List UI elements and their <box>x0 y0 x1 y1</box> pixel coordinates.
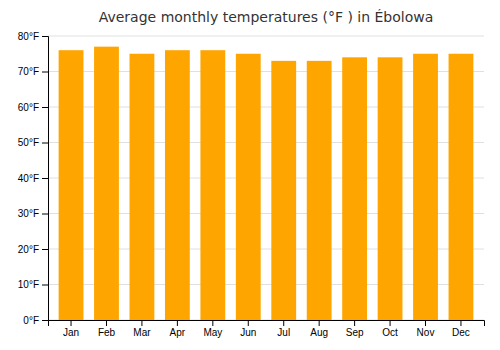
y-tick-label: 80°F <box>18 31 39 42</box>
x-tick-mark <box>354 320 355 326</box>
x-tick-label: Jul <box>277 327 290 338</box>
x-tick: Apr <box>170 320 186 338</box>
x-tick-label: Jan <box>63 327 79 338</box>
x-tick-label: Nov <box>417 327 435 338</box>
y-tick-label: 0°F <box>23 315 39 326</box>
x-tick-mark <box>460 320 461 326</box>
bar <box>449 54 474 320</box>
x-tick: May <box>203 320 222 338</box>
y-tick-mark <box>42 285 48 286</box>
x-tick-label: Feb <box>98 327 116 338</box>
x-tick-mark <box>71 320 72 326</box>
bar <box>413 54 438 320</box>
x-tick-label: May <box>203 327 222 338</box>
y-tick-mark <box>42 107 48 108</box>
bar <box>94 47 119 320</box>
x-tick: Aug <box>310 320 328 338</box>
y-tick-label: 70°F <box>18 66 39 77</box>
x-tick: Dec <box>452 320 470 338</box>
title: Average monthly temperatures (°F ) in Éb… <box>99 9 434 25</box>
x-axis-line <box>49 321 485 327</box>
chart-container: 0°F 10°F 20°F 30°F 40°F 50°F 60°F 70°F 80°F Jan Fe… <box>0 0 500 350</box>
y-tick-label: 30°F <box>18 208 39 219</box>
bar <box>342 57 367 320</box>
y-tick: 70°F <box>18 66 48 77</box>
x-tick-mark <box>248 320 249 326</box>
x-tick-mark <box>425 320 426 326</box>
y-tick-mark <box>42 36 48 37</box>
x-tick: Sep <box>346 320 364 338</box>
bar <box>378 57 403 320</box>
x-tick: Jan <box>63 320 79 338</box>
y-tick-mark <box>42 143 48 144</box>
x-tick-mark <box>141 320 142 326</box>
bars <box>59 47 474 320</box>
y-tick-label: 40°F <box>18 173 39 184</box>
x-tick-label: Sep <box>346 327 364 338</box>
x-tick-label: Jun <box>240 327 256 338</box>
y-axis: 0°F 10°F 20°F 30°F 40°F 50°F 60°F 70°F 80°F <box>18 31 49 326</box>
bar <box>200 50 225 320</box>
bar <box>130 54 155 320</box>
bar <box>165 50 190 320</box>
y-tick: 80°F <box>18 31 48 42</box>
x-tick-mark <box>319 320 320 326</box>
x-tick-label: Mar <box>133 327 151 338</box>
y-tick: 30°F <box>18 208 48 219</box>
x-tick: Jul <box>277 320 290 338</box>
y-tick-mark <box>42 178 48 179</box>
y-tick: 10°F <box>18 279 48 290</box>
plot-area: 0°F 10°F 20°F 30°F 40°F 50°F 60°F 70°F 80°F Jan Fe… <box>18 31 485 338</box>
x-tick: Oct <box>382 320 398 338</box>
x-tick-mark <box>106 320 107 326</box>
y-tick-label: 50°F <box>18 137 39 148</box>
chart-svg: 0°F 10°F 20°F 30°F 40°F 50°F 60°F 70°F 80°F Jan Fe… <box>0 0 500 350</box>
grid <box>48 36 484 320</box>
grid-line <box>48 36 484 37</box>
x-tick: Jun <box>240 320 256 338</box>
y-tick-mark <box>42 249 48 250</box>
x-tick: Nov <box>417 320 435 338</box>
x-axis: Jan Feb Mar Apr May Jun Jul Aug Sep Oct Nov Dec <box>49 320 485 338</box>
y-tick-label: 20°F <box>18 244 39 255</box>
y-axis-line <box>42 37 49 321</box>
bar <box>59 50 84 320</box>
x-tick-label: Aug <box>310 327 328 338</box>
y-tick-mark <box>42 72 48 73</box>
y-tick-mark <box>42 214 48 215</box>
y-tick: 0°F <box>23 315 48 326</box>
bar <box>236 54 261 320</box>
x-tick-mark <box>212 320 213 326</box>
y-tick: 20°F <box>18 244 48 255</box>
x-tick-mark <box>283 320 284 326</box>
y-tick-label: 10°F <box>18 279 39 290</box>
x-tick: Mar <box>133 320 151 338</box>
x-tick-label: Oct <box>382 327 398 338</box>
y-tick: 60°F <box>18 102 48 113</box>
y-tick: 50°F <box>18 137 48 148</box>
bar <box>307 61 332 320</box>
y-tick-mark <box>42 320 48 321</box>
bar <box>271 61 296 320</box>
x-tick: Feb <box>98 320 116 338</box>
y-tick: 40°F <box>18 173 48 184</box>
x-tick-label: Apr <box>170 327 186 338</box>
x-tick-label: Dec <box>452 327 470 338</box>
x-tick-mark <box>177 320 178 326</box>
x-tick-mark <box>390 320 391 326</box>
y-tick-label: 60°F <box>18 102 39 113</box>
